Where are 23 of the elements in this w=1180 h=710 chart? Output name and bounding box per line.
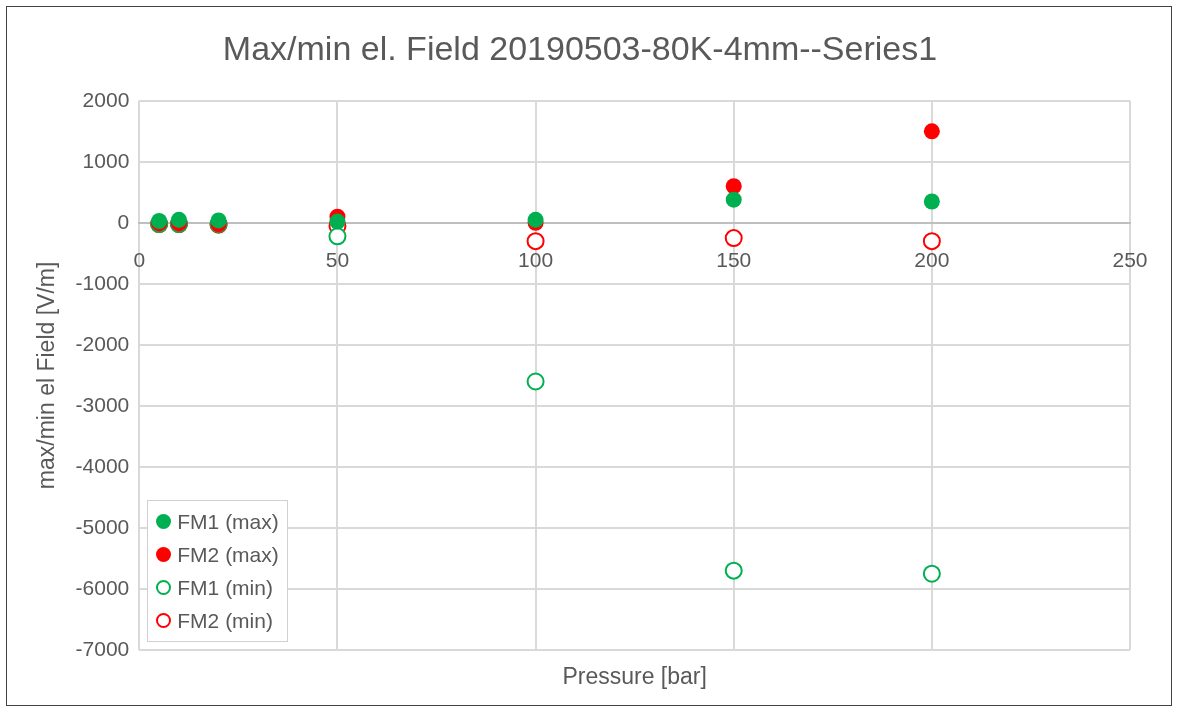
x-tick-label: 150 [716, 248, 752, 272]
legend-label: FM1 (min) [176, 574, 274, 601]
x-tick-label: 250 [1112, 248, 1148, 272]
y-axis-title: max/min el Field [V/m] [33, 261, 60, 490]
x-tick-label: 50 [325, 248, 350, 272]
legend-label: FM2 (min) [176, 607, 274, 634]
x-tick-label: 200 [914, 248, 950, 272]
x-tick-label: 0 [133, 248, 146, 272]
y-tick-label: 1000 [82, 148, 130, 172]
y-tick-label: -7000 [75, 636, 130, 660]
legend-label: FM2 (max) [176, 541, 279, 568]
x-tick-label: 100 [518, 248, 554, 272]
legend-label: FM1 (max) [176, 508, 279, 535]
y-tick-label: -6000 [75, 575, 130, 599]
y-tick-label: -1000 [75, 270, 130, 294]
y-tick-label: -3000 [75, 392, 130, 416]
y-tick-label: -4000 [75, 453, 130, 477]
y-tick-label: 2000 [82, 87, 130, 111]
y-tick-label: -5000 [75, 514, 130, 538]
y-tick-label: -2000 [75, 331, 130, 355]
x-axis-title: Pressure [bar] [562, 662, 707, 689]
chart-title: Max/min el. Field 20190503-80K-4mm--Series1 [222, 28, 938, 67]
y-tick-label: 0 [117, 209, 130, 233]
